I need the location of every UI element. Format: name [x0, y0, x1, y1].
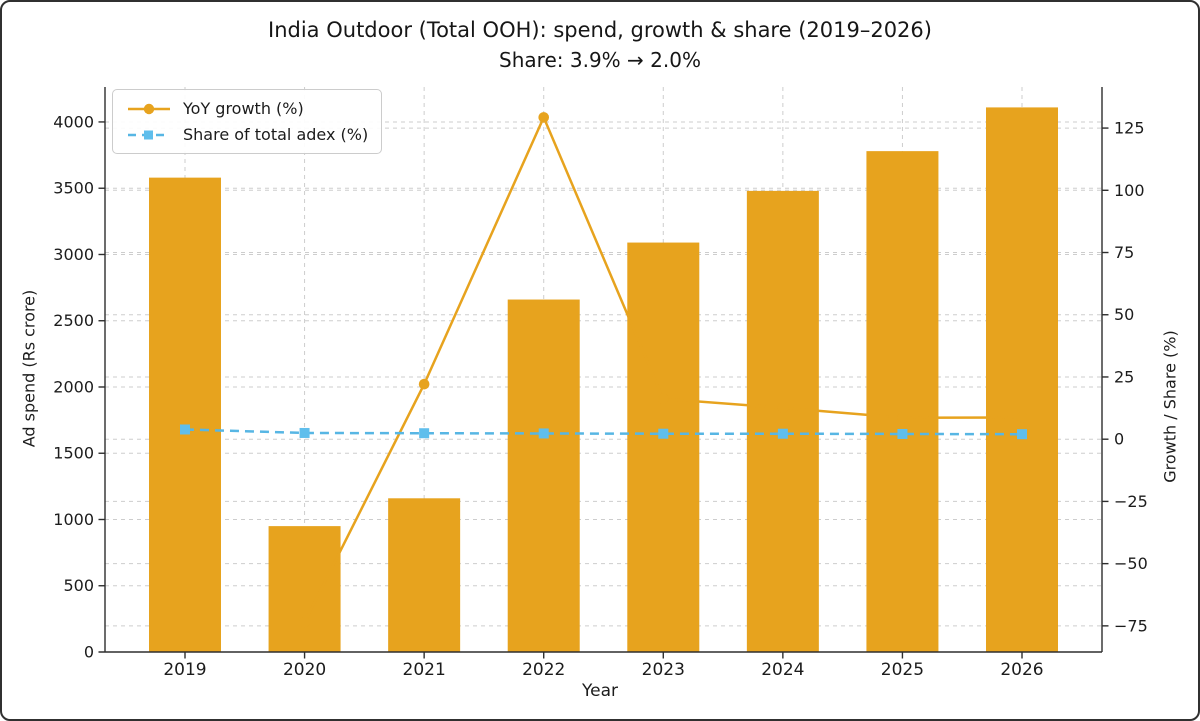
- left-tick-label: 0: [84, 643, 94, 662]
- legend: YoY growth (%) Share of total adex (%): [112, 89, 383, 154]
- share-marker: [180, 424, 190, 435]
- x-tick-label: 2020: [283, 660, 326, 680]
- left-tick-label: 2500: [53, 311, 94, 330]
- yoy-growth-marker: [657, 393, 669, 405]
- right-tick-label: −50: [1114, 554, 1148, 573]
- right-tick-label: −75: [1114, 616, 1148, 635]
- x-tick-label: 2019: [163, 660, 206, 680]
- share-marker: [777, 428, 788, 439]
- right-tick-label: 50: [1114, 305, 1134, 324]
- x-tick-label: 2022: [522, 660, 565, 680]
- yoy-growth-marker: [1016, 412, 1028, 423]
- legend-label-share-adex: Share of total adex (%): [183, 125, 369, 144]
- share-adex-line-icon: [128, 130, 170, 139]
- right-tick-label: 0: [1114, 430, 1124, 449]
- right-tick-label: −25: [1114, 492, 1148, 511]
- share-marker: [897, 428, 908, 439]
- x-tick-label: 2025: [881, 660, 924, 680]
- right-axis-title: Growth / Share (%): [1160, 330, 1180, 483]
- bar-2019: [149, 177, 221, 652]
- left-tick-label: 500: [63, 576, 94, 595]
- yoy-growth-marker: [897, 412, 908, 424]
- x-tick-label: 2023: [642, 660, 685, 680]
- left-tick-label: 3000: [53, 245, 94, 264]
- share-marker: [419, 428, 430, 439]
- x-tick-label: 2021: [403, 660, 446, 680]
- bar-2024: [746, 190, 819, 653]
- share-marker: [658, 428, 669, 439]
- left-tick-label: 4000: [53, 112, 94, 131]
- share-marker: [538, 428, 549, 439]
- left-tick-label: 2000: [53, 377, 94, 396]
- right-tick-label: 100: [1114, 181, 1145, 200]
- right-tick-label: 25: [1114, 367, 1134, 386]
- x-tick-label: 2024: [761, 660, 804, 680]
- yoy-growth-marker: [299, 616, 310, 628]
- yoy-growth-marker: [418, 378, 430, 390]
- left-axis-title: Ad spend (Rs crore): [19, 289, 39, 448]
- left-tick-label: 1500: [53, 444, 94, 463]
- legend-item-yoy-growth: YoY growth (%): [126, 99, 368, 118]
- bar-2021: [388, 498, 461, 652]
- chart-title: India Outdoor (Total OOH): spend, growth…: [268, 18, 932, 42]
- bar-2025: [866, 151, 939, 652]
- legend-label-yoy-growth: YoY growth (%): [183, 99, 304, 118]
- bar-2026: [986, 107, 1058, 653]
- right-tick-label: 75: [1114, 243, 1134, 262]
- x-tick-label: 2026: [1000, 660, 1043, 680]
- share-line: [184, 428, 1023, 436]
- share-marker: [299, 427, 310, 438]
- share-marker: [1017, 429, 1027, 440]
- bar-2022: [507, 299, 580, 652]
- right-tick-label: 125: [1114, 119, 1145, 138]
- bar-2020: [268, 526, 341, 652]
- bar-2023: [627, 242, 700, 653]
- yoy-growth-marker: [538, 112, 550, 123]
- left-tick-label: 3500: [53, 179, 94, 198]
- x-axis-title: Year: [582, 681, 618, 701]
- left-tick-label: 1000: [53, 510, 94, 529]
- chart-subtitle: Share: 3.9% → 2.0%: [499, 48, 701, 72]
- legend-item-share-adex: Share of total adex (%): [126, 125, 368, 144]
- yoy-growth-marker: [777, 402, 789, 414]
- yoy-growth-line-icon: [128, 103, 170, 114]
